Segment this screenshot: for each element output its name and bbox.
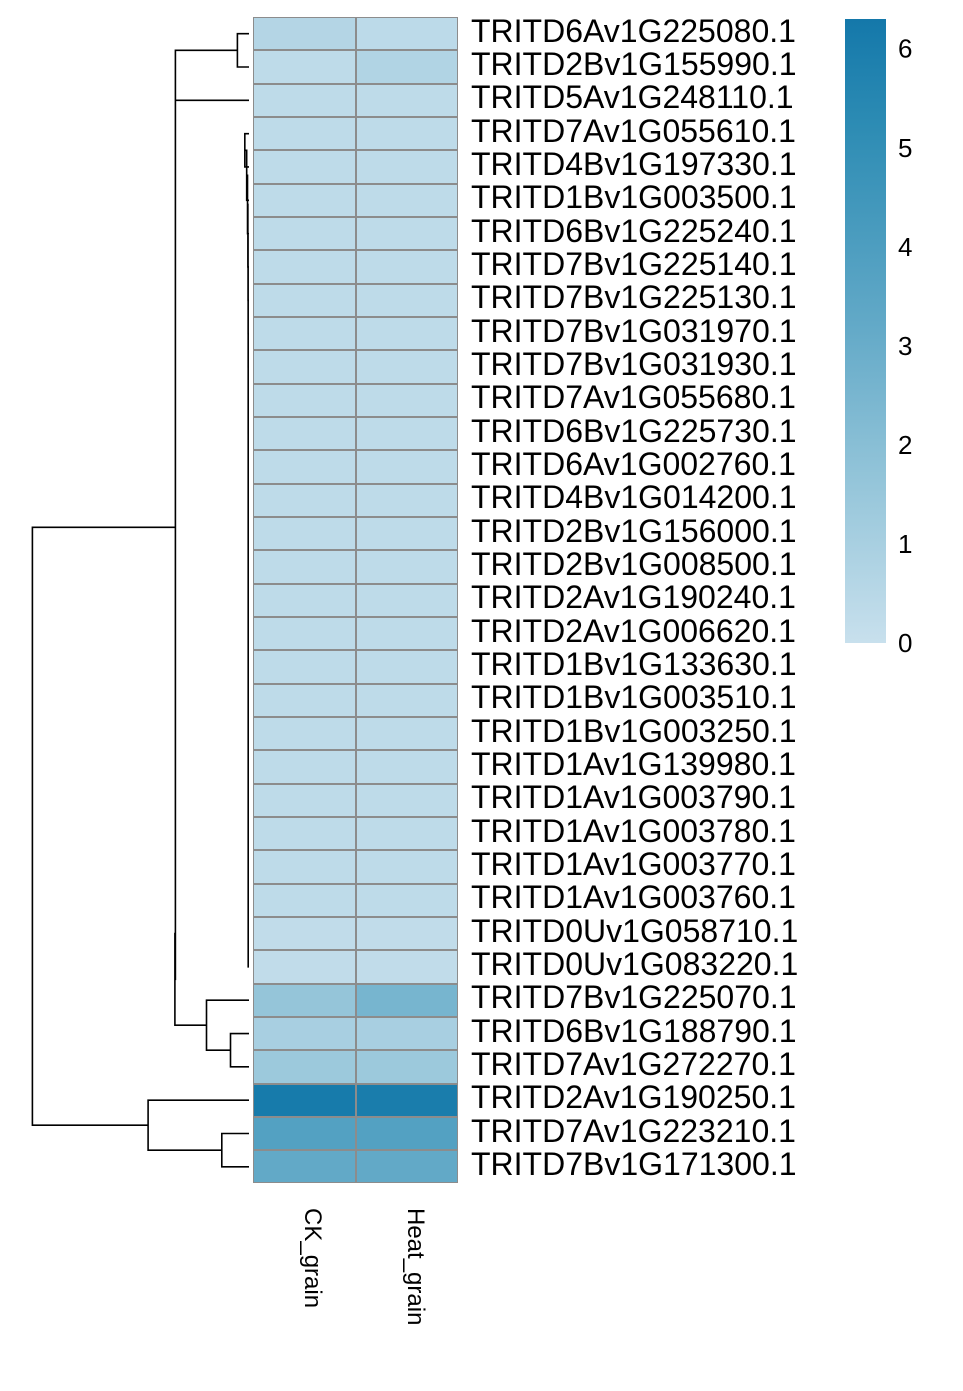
- svg-text:0: 0: [898, 628, 912, 658]
- svg-text:5: 5: [898, 133, 912, 163]
- svg-text:6: 6: [898, 34, 912, 64]
- svg-text:1: 1: [898, 529, 912, 559]
- svg-text:2: 2: [898, 430, 912, 460]
- svg-text:3: 3: [898, 331, 912, 361]
- svg-text:4: 4: [898, 232, 912, 262]
